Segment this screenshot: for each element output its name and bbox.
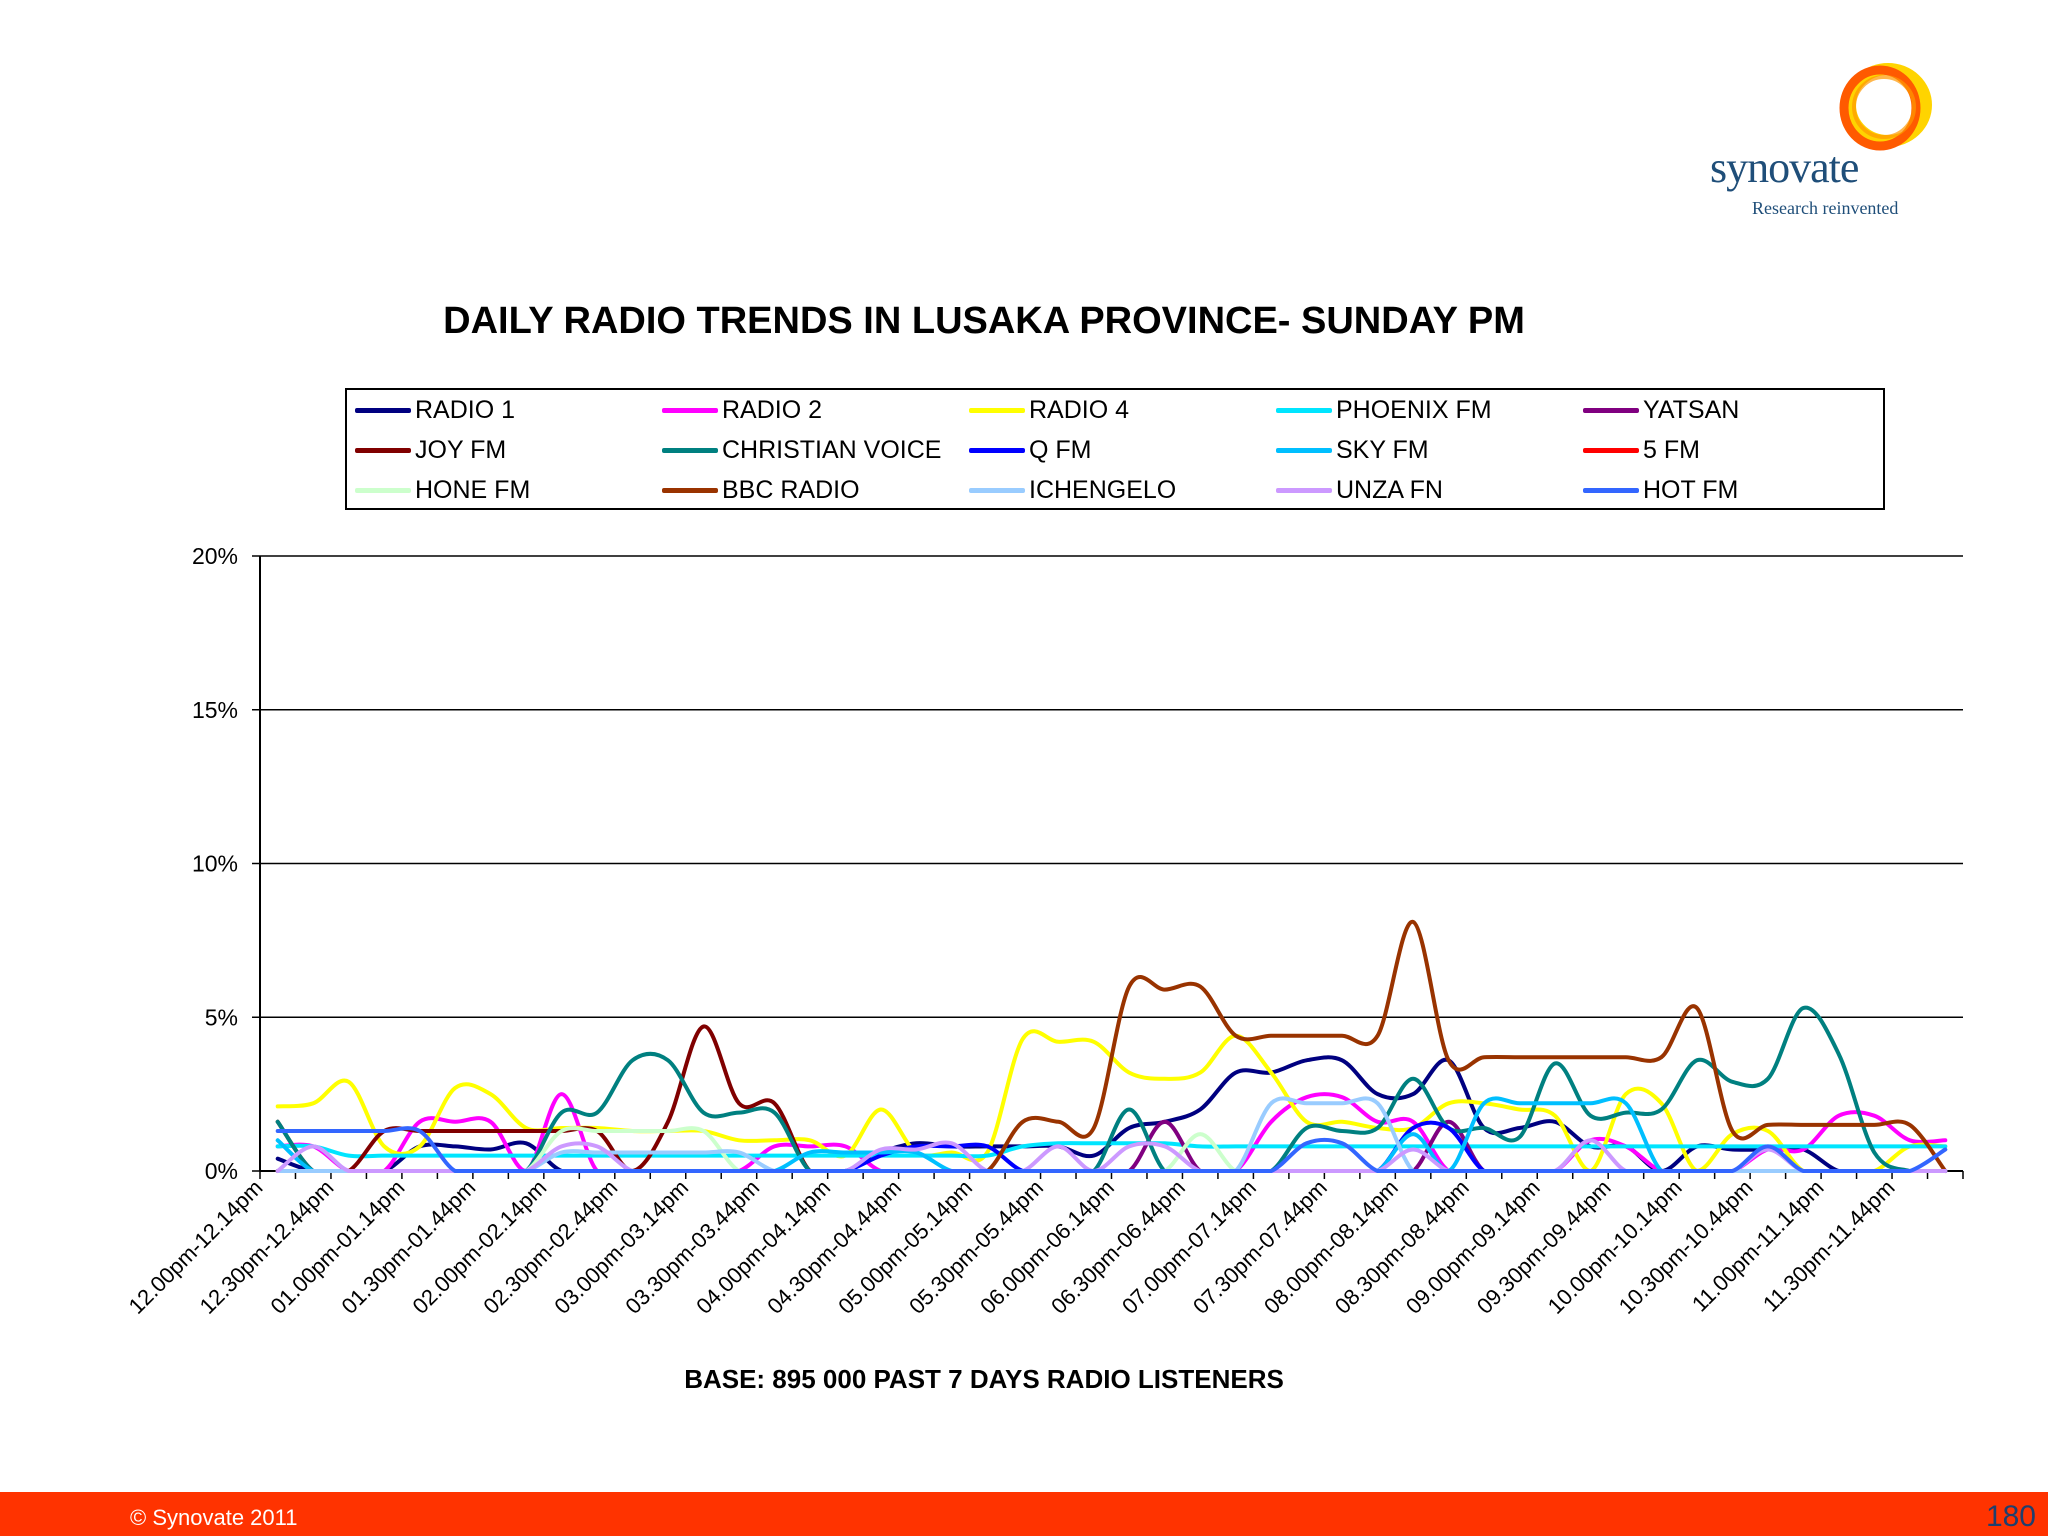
legend-label: RADIO 4: [1029, 396, 1130, 424]
x-tick-label: 09.30pm-09.44pm: [1472, 1175, 1616, 1319]
legend-swatch: [1583, 488, 1639, 493]
x-tick-label: 12.30pm-12.44pm: [195, 1175, 339, 1319]
legend-swatch: [1583, 448, 1639, 453]
x-tick-label: 11.30pm-11.44pm: [1758, 1175, 1900, 1317]
legend-swatch: [662, 488, 718, 493]
legend-label: 5 FM: [1643, 436, 1700, 464]
x-tick-label: 10.00pm-10.14pm: [1543, 1175, 1687, 1319]
y-tick-label: 5%: [205, 1004, 238, 1030]
legend-swatch: [969, 408, 1025, 413]
logo-wordmark: synovate: [1710, 143, 1859, 192]
legend-label: JOY FM: [415, 436, 507, 464]
footer-bar: [0, 1492, 2048, 1536]
legend-swatch: [969, 488, 1025, 493]
x-tick-label: 08.00pm-08.14pm: [1259, 1175, 1403, 1319]
x-tick-label: 05.00pm-05.14pm: [833, 1175, 977, 1319]
x-tick-label: 05.30pm-05.44pm: [904, 1175, 1048, 1319]
legend-swatch: [969, 448, 1025, 453]
x-tick-label: 06.30pm-06.44pm: [1046, 1175, 1190, 1319]
legend-label: PHOENIX FM: [1336, 396, 1492, 424]
x-tick-label: 12.00pm-12.14pm: [124, 1175, 268, 1319]
chart-legend: RADIO 1 RADIO 2 RADIO 4 PHOENIX FM YATSAN JOY…: [345, 388, 1885, 510]
legend-item: ICHENGELO: [969, 476, 1176, 505]
legend-swatch: [662, 448, 718, 453]
x-tick-label: 03.00pm-03.14pm: [549, 1175, 693, 1319]
legend-item: YATSAN: [1583, 396, 1739, 425]
series-line-christian-voice: [275, 1005, 1948, 1173]
x-tick-label: 08.30pm-08.44pm: [1330, 1175, 1474, 1319]
x-tick-label: 04.00pm-04.14pm: [691, 1175, 835, 1319]
legend-item: UNZA FN: [1276, 476, 1443, 505]
x-tick-label: 06.00pm-06.14pm: [975, 1175, 1119, 1319]
legend-item: PHOENIX FM: [1276, 396, 1492, 425]
legend-item: RADIO 4: [969, 396, 1129, 425]
y-tick-label: 15%: [192, 697, 238, 723]
page-number: 180: [1985, 1500, 2036, 1533]
legend-item: RADIO 1: [355, 396, 515, 425]
x-tick-label: 07.30pm-07.44pm: [1188, 1175, 1332, 1319]
series-line-hot-fm: [275, 1126, 1948, 1173]
x-tick-label: 03.30pm-03.44pm: [620, 1175, 764, 1319]
legend-item: BBC RADIO: [662, 476, 860, 505]
x-tick-label: 09.00pm-09.14pm: [1401, 1175, 1545, 1319]
logo-tagline: Research reinvented: [1752, 198, 1899, 218]
legend-item: RADIO 2: [662, 396, 822, 425]
legend-label: Q FM: [1029, 436, 1092, 464]
legend-label: ICHENGELO: [1029, 476, 1177, 504]
legend-label: RADIO 1: [415, 396, 516, 424]
legend-label: HONE FM: [415, 476, 531, 504]
x-tick-label: 04.30pm-04.44pm: [762, 1175, 906, 1319]
copyright-text: © Synovate 2011: [130, 1505, 298, 1530]
legend-swatch: [1276, 488, 1332, 493]
legend-swatch: [662, 408, 718, 413]
legend-label: HOT FM: [1643, 476, 1739, 504]
line-chart: 0% 5% 10% 15% 20% 12.00pm-12.14pm12.30pm-12.4…: [124, 543, 1964, 1319]
x-tick-label: 10.30pm-10.44pm: [1614, 1175, 1758, 1319]
legend-swatch: [355, 408, 411, 413]
legend-item: 5 FM: [1583, 436, 1700, 465]
legend-swatch: [355, 488, 411, 493]
legend-swatch: [1276, 408, 1332, 413]
legend-swatch: [355, 448, 411, 453]
legend-swatch: [1583, 408, 1639, 413]
x-tick-label: 02.30pm-02.44pm: [478, 1175, 622, 1319]
y-tick-label: 20%: [192, 543, 238, 569]
legend-label: BBC RADIO: [722, 476, 860, 504]
x-tick-label: 01.00pm-01.14pm: [266, 1175, 410, 1319]
legend-label: SKY FM: [1336, 436, 1429, 464]
x-tick-label: 07.00pm-07.14pm: [1117, 1175, 1261, 1319]
legend-label: UNZA FN: [1336, 476, 1443, 504]
base-note: BASE: 895 000 PAST 7 DAYS RADIO LISTENER…: [684, 1364, 1284, 1394]
x-tick-label: 01.30pm-01.44pm: [336, 1175, 480, 1319]
legend-label: YATSAN: [1643, 396, 1740, 424]
legend-item: CHRISTIAN VOICE: [662, 436, 941, 465]
x-tick-label: 02.00pm-02.14pm: [407, 1175, 551, 1319]
legend-item: Q FM: [969, 436, 1092, 465]
legend-item: HOT FM: [1583, 476, 1738, 505]
y-tick-label: 10%: [192, 851, 238, 877]
legend-label: CHRISTIAN VOICE: [722, 436, 942, 464]
legend-item: SKY FM: [1276, 436, 1429, 465]
chart-title: DAILY RADIO TRENDS IN LUSAKA PROVINCE- S…: [443, 300, 1525, 342]
synovate-logo: [1839, 63, 1932, 151]
x-tick-label: 11.00pm-11.14pm: [1687, 1175, 1829, 1317]
legend-label: RADIO 2: [722, 396, 823, 424]
legend-item: HONE FM: [355, 476, 530, 505]
y-tick-label: 0%: [205, 1158, 238, 1184]
legend-swatch: [1276, 448, 1332, 453]
legend-item: JOY FM: [355, 436, 506, 465]
